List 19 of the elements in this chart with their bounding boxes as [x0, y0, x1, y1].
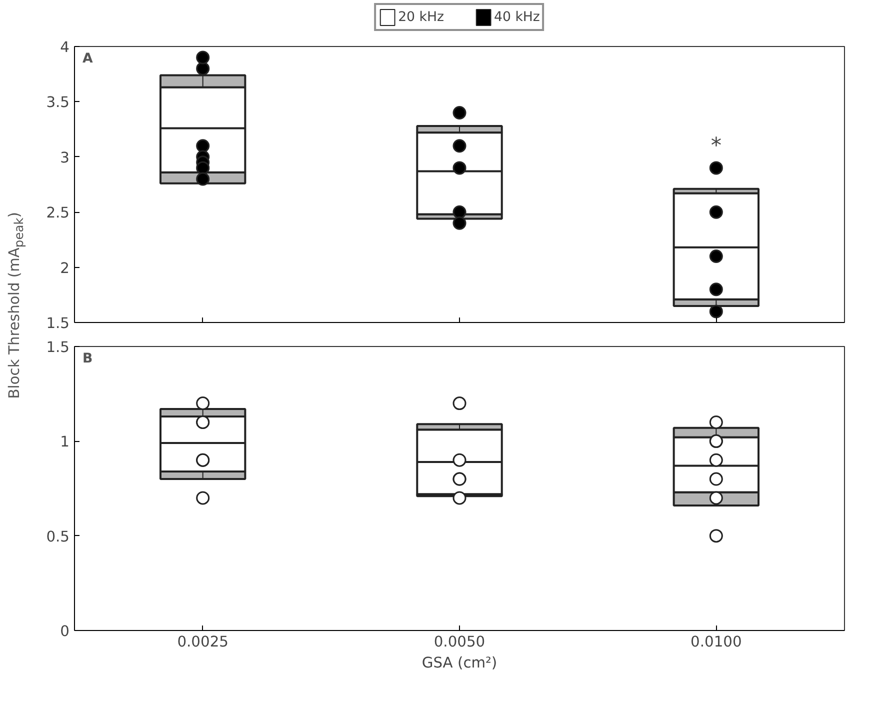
y-tick-label: 2.5	[46, 204, 70, 222]
x-tick-label: 0.0100	[690, 634, 742, 650]
y-tick-label: 0.5	[46, 528, 70, 546]
y-tick-label: 3	[60, 149, 70, 166]
chart-title: A	[82, 52, 94, 66]
y-tick-label: 0	[60, 623, 70, 640]
y-tick-label: 1	[60, 434, 70, 451]
chart-title: B	[82, 352, 93, 366]
y-tick-label: 2	[60, 260, 70, 277]
y-tick-label: 3.5	[46, 94, 70, 112]
x-tick-label: 0.0050	[434, 634, 486, 650]
y-tick-label: 1.5	[46, 315, 70, 332]
annotation: *	[710, 133, 722, 158]
y-tick-label: 1.5	[46, 339, 70, 356]
legend-label: 40 kHz	[494, 10, 540, 24]
y-tick-label: 4	[60, 39, 70, 56]
x-axis-title: GSA (cm²)	[422, 654, 498, 672]
x-tick-label: 0.0025	[177, 634, 228, 650]
text: 20 kHz	[398, 10, 444, 24]
